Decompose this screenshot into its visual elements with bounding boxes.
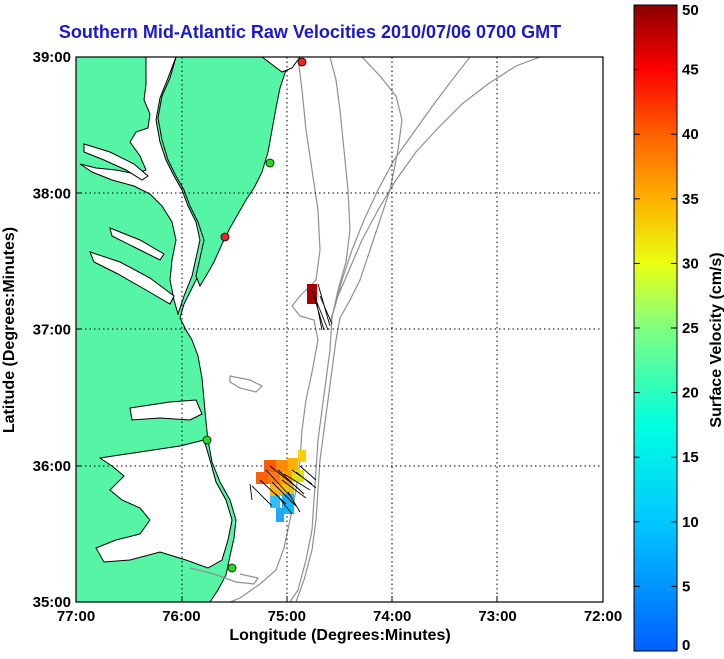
x-tick-labels: 77:00 76:00 75:00 74:00 73:00 72:00 <box>57 608 622 625</box>
y-tick-label: 39:00 <box>33 49 71 66</box>
colorbar <box>633 4 678 652</box>
delaware-bay <box>261 57 301 73</box>
york-river <box>109 227 165 261</box>
velocity-vectors <box>249 283 333 515</box>
station-marker <box>265 158 275 168</box>
x-tick-label: 75:00 <box>268 608 306 625</box>
colorbar-tick-label: 25 <box>682 320 699 337</box>
station-marker <box>227 563 237 573</box>
y-tick-label: 38:00 <box>33 185 71 202</box>
x-tick-label: 77:00 <box>57 608 95 625</box>
y-tick-label: 35:00 <box>33 594 71 611</box>
y-tick-labels: 39:00 38:00 37:00 36:00 35:00 <box>33 49 71 611</box>
colorbar-tick-label: 35 <box>682 191 699 208</box>
colorbar-tick-label: 0 <box>682 637 690 654</box>
colorbar-tick-label: 45 <box>682 62 699 79</box>
y-tick-label: 37:00 <box>33 322 71 339</box>
map-title: Southern Mid-Atlantic Raw Velocities 201… <box>58 22 562 42</box>
chesapeake-bay <box>79 57 201 316</box>
x-tick-label: 74:00 <box>373 608 411 625</box>
x-tick-label: 72:00 <box>584 608 622 625</box>
radar-stations <box>202 57 307 573</box>
colorbar-tick-label: 30 <box>682 255 699 272</box>
colorbar-tick-label: 15 <box>682 449 699 466</box>
potomac-river <box>83 143 149 181</box>
colorbar-tick-label: 10 <box>682 514 699 531</box>
colorbar-tick-label: 40 <box>682 126 699 143</box>
x-axis-label: Longitude (Degrees:Minutes) <box>229 627 450 644</box>
pamlico-sound <box>95 439 233 569</box>
bathymetry-contours <box>189 57 541 602</box>
station-marker <box>220 232 230 242</box>
station-marker <box>297 57 307 67</box>
albemarle-sound <box>129 399 203 421</box>
x-tick-label: 76:00 <box>162 608 200 625</box>
colorbar-tick-label: 20 <box>682 385 699 402</box>
tick-marks <box>76 192 498 602</box>
x-tick-label: 73:00 <box>478 608 516 625</box>
delmarva-peninsula <box>157 57 293 288</box>
colorbar-label: Surface Velocity (cm/s) <box>708 252 724 427</box>
station-marker <box>202 435 212 445</box>
colorbar-tick-label: 5 <box>682 578 690 595</box>
y-axis-label: Latitude (Degrees:Minutes) <box>1 227 18 433</box>
james-river <box>89 251 175 305</box>
colorbar-tick-label: 50 <box>682 2 699 19</box>
y-tick-label: 36:00 <box>33 458 71 475</box>
grid-lines <box>76 57 603 602</box>
